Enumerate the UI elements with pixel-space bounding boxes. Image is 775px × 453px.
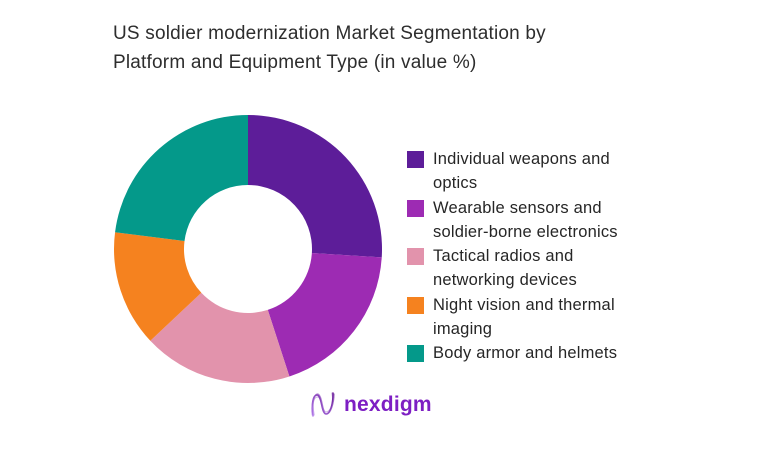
legend-swatch	[407, 199, 424, 217]
legend-item-night-vision: Night vision and thermal imaging	[407, 293, 618, 342]
chart-title-line1: US soldier modernization Market Segmenta…	[113, 23, 546, 44]
legend-label: Individual weapons and optics	[433, 150, 610, 193]
donut-segment-4	[114, 232, 202, 341]
chart-title-line2: Platform and Equipment Type (in value %)	[113, 52, 477, 73]
donut-segment-3	[150, 292, 290, 383]
legend-label: Body armor and helmets	[433, 344, 618, 363]
chart-title: US soldier modernization Market Segmenta…	[113, 19, 546, 77]
nexdigm-logo-text: nexdigm	[344, 392, 432, 416]
legend-label: Wearable sensors and soldier-borne elect…	[433, 198, 618, 241]
donut-segment-5	[115, 115, 248, 241]
legend-item-body-armor: Body armor and helmets	[407, 341, 618, 365]
legend-swatch	[407, 345, 424, 363]
donut-segment-1	[248, 115, 383, 258]
legend-swatch	[407, 248, 424, 266]
legend-label: Night vision and thermal imaging	[433, 295, 615, 339]
nexdigm-logo: nexdigm	[308, 388, 432, 421]
legend-item-individual-weapons: Individual weapons and optics	[407, 147, 618, 196]
legend-swatch	[407, 296, 424, 314]
legend-item-tactical-radios: Tactical radios and networking devices	[407, 244, 618, 293]
donut-chart	[114, 115, 383, 383]
legend-swatch	[407, 151, 424, 168]
nexdigm-logo-icon	[311, 392, 335, 417]
donut-segment-2	[267, 253, 382, 377]
chart-legend: Individual weapons and optics Wearable s…	[407, 147, 618, 366]
legend-item-wearable-sensors: Wearable sensors and soldier-borne elect…	[407, 196, 618, 245]
legend-label: Tactical radios and networking devices	[433, 247, 577, 290]
